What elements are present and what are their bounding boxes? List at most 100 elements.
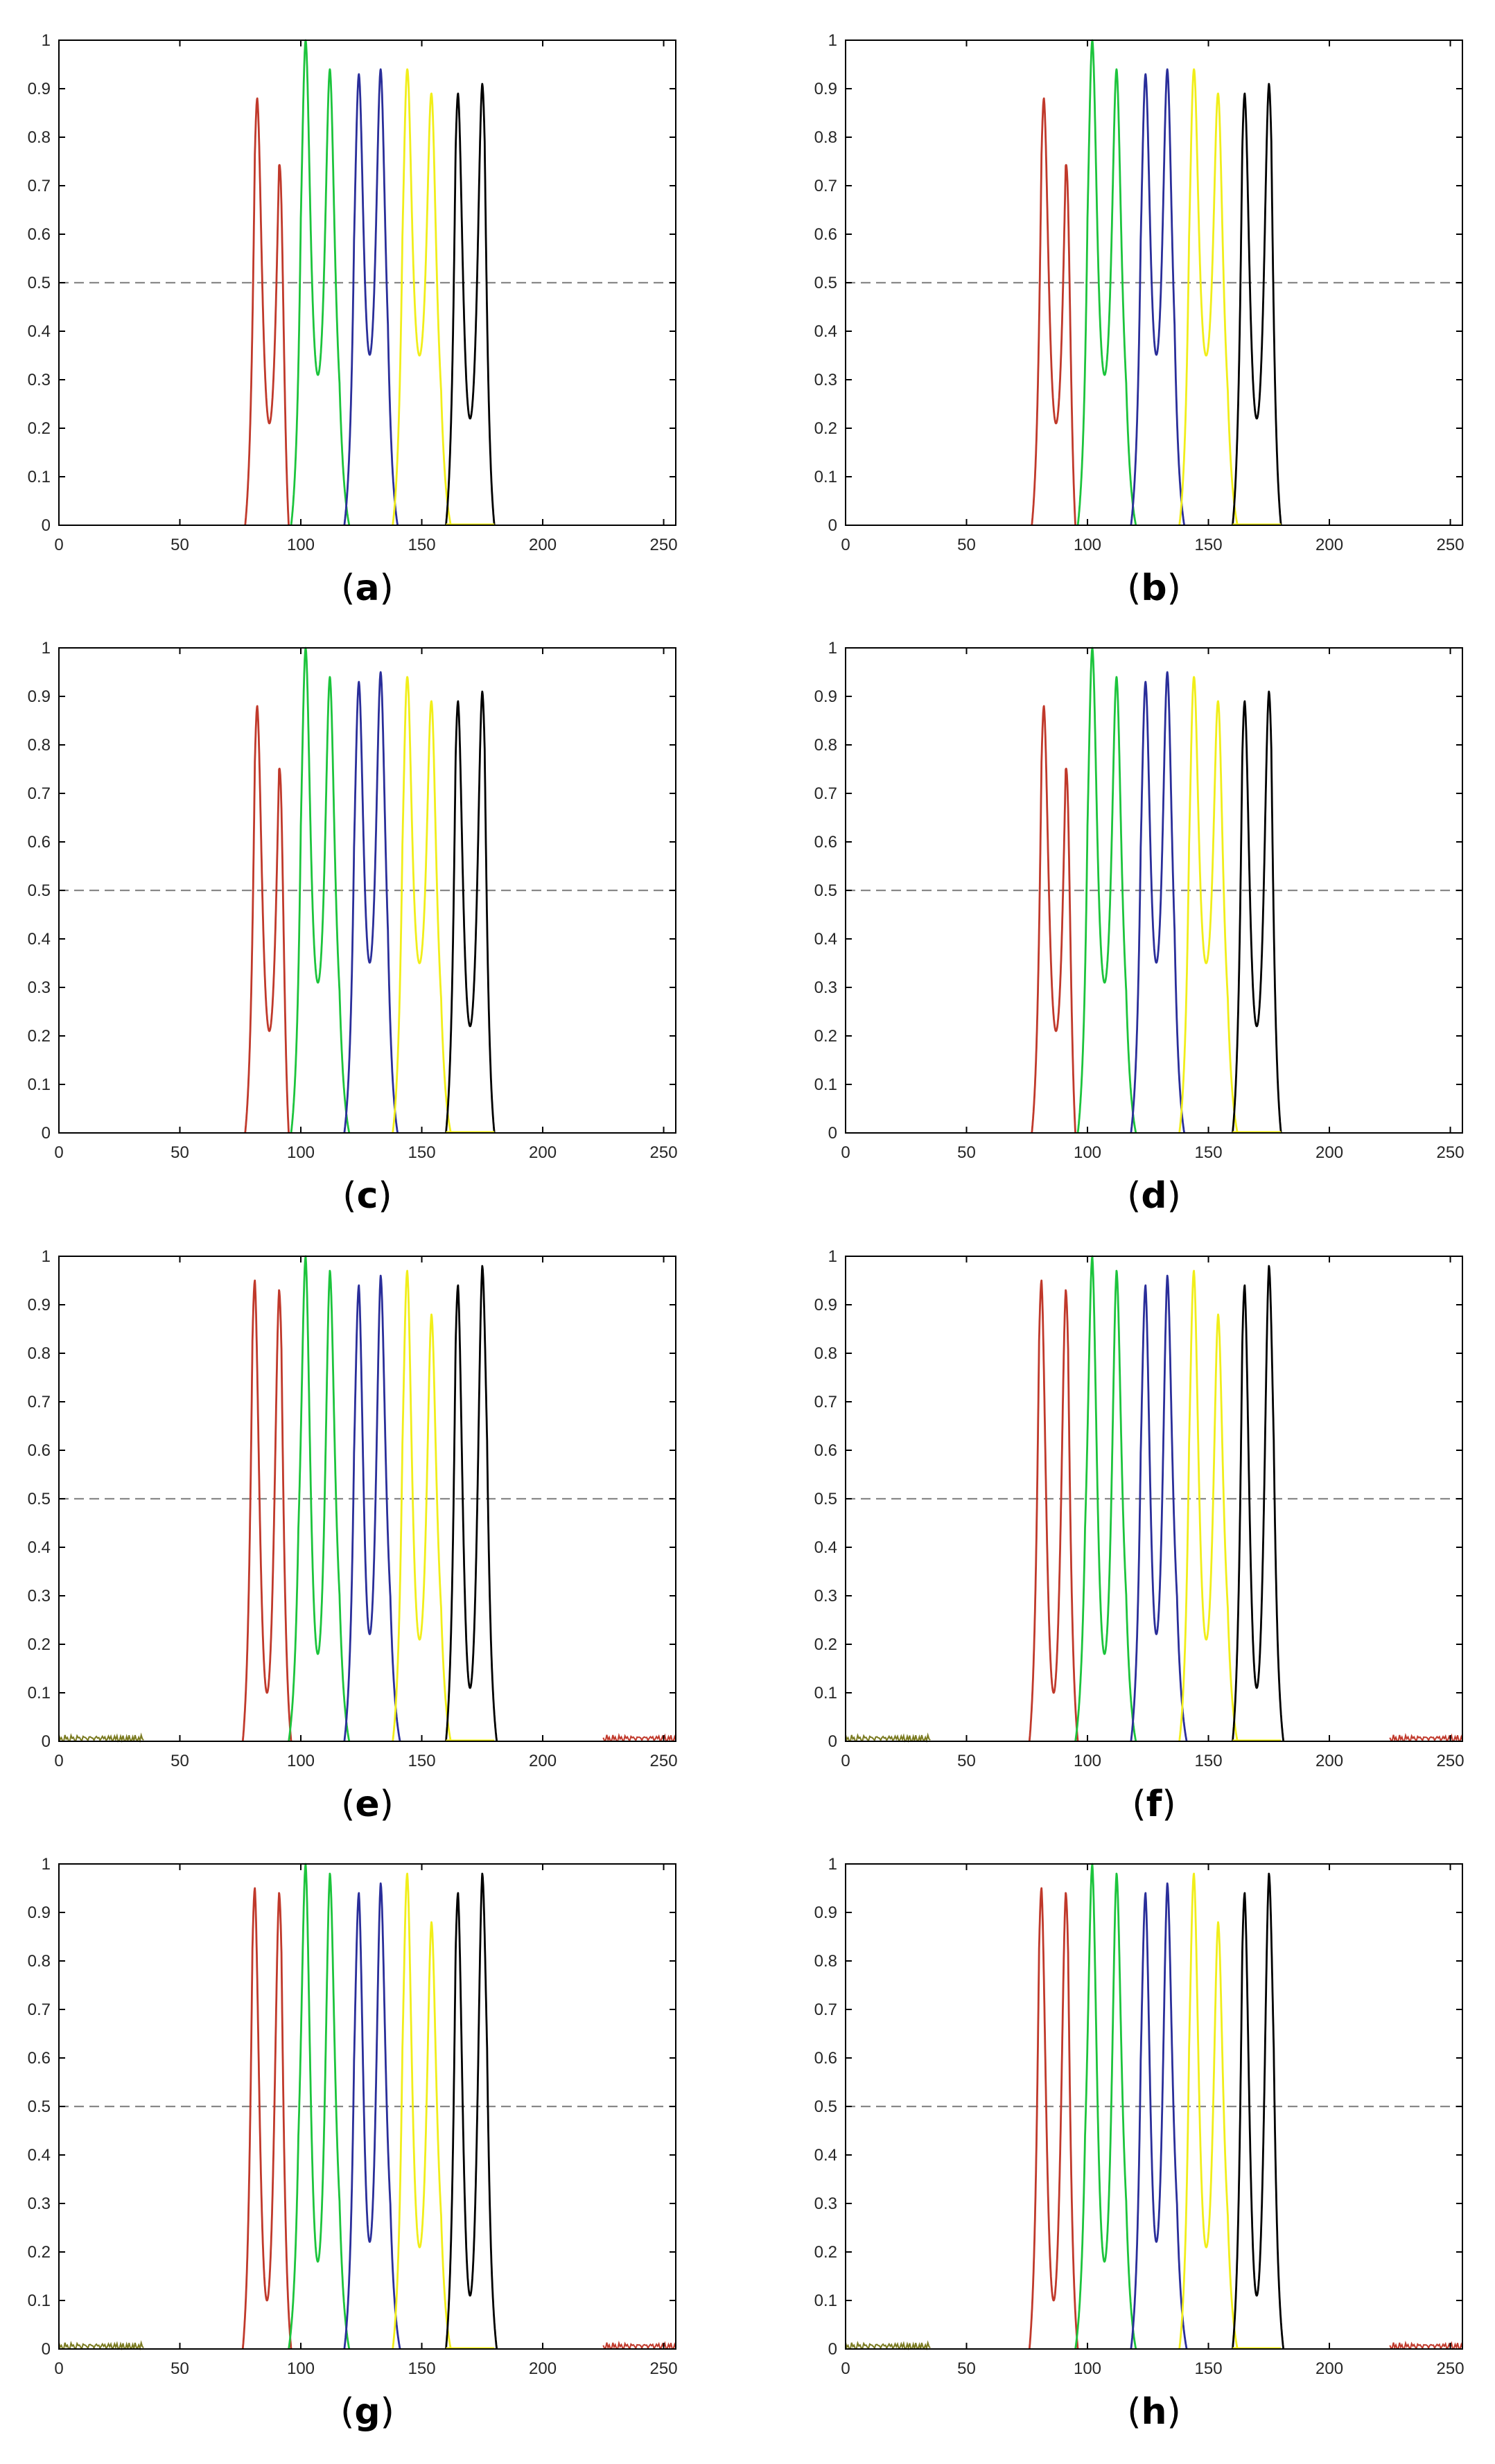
series-blue-line bbox=[1130, 1882, 1188, 2350]
y-tick-label: 0.5 bbox=[814, 881, 837, 900]
x-tick-label: 50 bbox=[957, 2359, 976, 2378]
x-tick-label: 50 bbox=[957, 536, 976, 554]
x-tick-label: 200 bbox=[1315, 1143, 1343, 1162]
y-tick-label: 0 bbox=[42, 1124, 51, 1143]
series-blue-line bbox=[1130, 1274, 1188, 1742]
series-blue-line bbox=[343, 1882, 401, 2350]
y-tick-label: 0.6 bbox=[28, 1441, 51, 1460]
panel-label: (b) bbox=[1127, 567, 1181, 609]
y-tick-label: 0.4 bbox=[28, 1538, 51, 1557]
noise-trace bbox=[845, 1732, 931, 1743]
y-tick-label: 0.2 bbox=[814, 1027, 837, 1046]
y-tick-label: 0.5 bbox=[28, 1490, 51, 1508]
series-green-line bbox=[288, 1255, 351, 1742]
y-tick-label: 0.4 bbox=[28, 2146, 51, 2165]
x-tick-label: 250 bbox=[650, 2359, 678, 2378]
y-tick-label: 0.7 bbox=[28, 177, 51, 195]
x-tick-label: 50 bbox=[171, 536, 189, 554]
series-green-line bbox=[1076, 646, 1137, 1134]
x-tick-label: 100 bbox=[287, 1143, 315, 1162]
series-black-line bbox=[445, 1265, 498, 1742]
y-tick-label: 0.1 bbox=[28, 2291, 51, 2310]
x-tick-label: 100 bbox=[1074, 1143, 1101, 1162]
y-tick-label: 0.3 bbox=[814, 978, 837, 997]
x-tick-label: 0 bbox=[54, 1143, 63, 1162]
y-tick-label: 0.6 bbox=[28, 225, 51, 244]
x-tick-label: 0 bbox=[841, 2359, 850, 2378]
y-tick-label: 0.7 bbox=[814, 177, 837, 195]
series-black-line bbox=[445, 82, 496, 526]
y-tick-label: 0.1 bbox=[814, 468, 837, 486]
y-tick-label: 0.2 bbox=[28, 1635, 51, 1654]
x-tick-label: 50 bbox=[171, 1143, 189, 1162]
x-tick-label: 0 bbox=[54, 536, 63, 554]
series-yellow-line bbox=[1178, 1269, 1239, 1742]
panel-letter: b bbox=[1141, 567, 1166, 609]
y-tick-label: 0.4 bbox=[28, 930, 51, 949]
y-tick-label: 1 bbox=[42, 1247, 51, 1266]
y-tick-label: 0.8 bbox=[28, 128, 51, 147]
series-red-line bbox=[244, 705, 290, 1134]
x-tick-label: 0 bbox=[841, 1752, 850, 1770]
paren-open: ( bbox=[340, 2391, 354, 2433]
x-tick-label: 150 bbox=[1195, 536, 1223, 554]
y-tick-label: 0.8 bbox=[814, 128, 837, 147]
panel-d: 0 0.1 0.2 0.3 0.4 0.5 0.6 0.7 0.8 0.9 1 0 50 100 150 20… bbox=[814, 639, 1465, 1217]
series-red-line bbox=[244, 97, 290, 526]
y-tick-label: 1 bbox=[828, 1247, 837, 1266]
x-tick-label: 250 bbox=[1437, 2359, 1465, 2378]
y-tick-label: 0.9 bbox=[814, 687, 837, 706]
y-tick-label: 0.7 bbox=[28, 1393, 51, 1411]
noise-trace bbox=[845, 2340, 931, 2351]
y-tick-label: 1 bbox=[828, 639, 837, 658]
y-tick-label: 1 bbox=[828, 1855, 837, 1874]
y-tick-label: 0.4 bbox=[814, 1538, 837, 1557]
noise-trace bbox=[58, 1732, 144, 1743]
x-tick-label: 0 bbox=[54, 2359, 63, 2378]
panel-letter: a bbox=[355, 567, 379, 609]
y-tick-label: 0.2 bbox=[28, 2243, 51, 2262]
panel-label: (e) bbox=[341, 1784, 394, 1825]
y-tick-label: 0.8 bbox=[814, 736, 837, 755]
panel-letter: g bbox=[354, 2391, 380, 2433]
x-tick-label: 50 bbox=[957, 1752, 976, 1770]
series-black-line bbox=[1232, 1265, 1285, 1742]
y-tick-label: 0.3 bbox=[28, 2194, 51, 2213]
y-tick-label: 0 bbox=[42, 516, 51, 535]
series-red-line bbox=[241, 1887, 292, 2350]
paren-close: ) bbox=[1167, 1175, 1181, 1217]
y-tick-label: 0.5 bbox=[28, 881, 51, 900]
x-tick-label: 100 bbox=[287, 2359, 315, 2378]
panel-e: 0 0.1 0.2 0.3 0.4 0.5 0.6 0.7 0.8 0.9 1 0 50 100 150 20… bbox=[28, 1247, 678, 1825]
y-tick-label: 0.7 bbox=[814, 1393, 837, 1411]
series-black-line bbox=[445, 1872, 498, 2350]
x-tick-label: 200 bbox=[529, 1143, 557, 1162]
y-tick-label: 0 bbox=[828, 1732, 837, 1751]
y-tick-label: 0.2 bbox=[814, 1635, 837, 1654]
y-tick-label: 0.8 bbox=[28, 736, 51, 755]
series-black-line bbox=[1232, 82, 1282, 526]
series-blue-line bbox=[1130, 68, 1185, 526]
x-tick-label: 0 bbox=[841, 1143, 850, 1162]
series-yellow-line bbox=[392, 68, 452, 526]
series-black-line bbox=[1232, 690, 1282, 1134]
x-tick-label: 250 bbox=[650, 536, 678, 554]
x-tick-label: 0 bbox=[841, 536, 850, 554]
y-tick-label: 0.6 bbox=[814, 1441, 837, 1460]
series-yellow-line bbox=[392, 1872, 452, 2350]
panel-h: 0 0.1 0.2 0.3 0.4 0.5 0.6 0.7 0.8 0.9 1 0 50 100 150 20… bbox=[814, 1855, 1465, 2433]
panel-label: (c) bbox=[342, 1175, 392, 1217]
x-tick-label: 100 bbox=[1074, 1752, 1101, 1770]
x-tick-label: 100 bbox=[287, 1752, 315, 1770]
x-tick-label: 0 bbox=[54, 1752, 63, 1770]
series-yellow-line bbox=[392, 676, 452, 1134]
y-tick-label: 0.2 bbox=[814, 2243, 837, 2262]
x-tick-label: 250 bbox=[1437, 536, 1465, 554]
y-tick-label: 0.9 bbox=[28, 687, 51, 706]
x-tick-label: 50 bbox=[171, 1752, 189, 1770]
paren-close: ) bbox=[380, 1784, 394, 1825]
y-tick-label: 0.3 bbox=[814, 371, 837, 389]
x-tick-label: 100 bbox=[287, 536, 315, 554]
panel-c: 0 0.1 0.2 0.3 0.4 0.5 0.6 0.7 0.8 0.9 1 0 50 100 150 20… bbox=[28, 639, 678, 1217]
